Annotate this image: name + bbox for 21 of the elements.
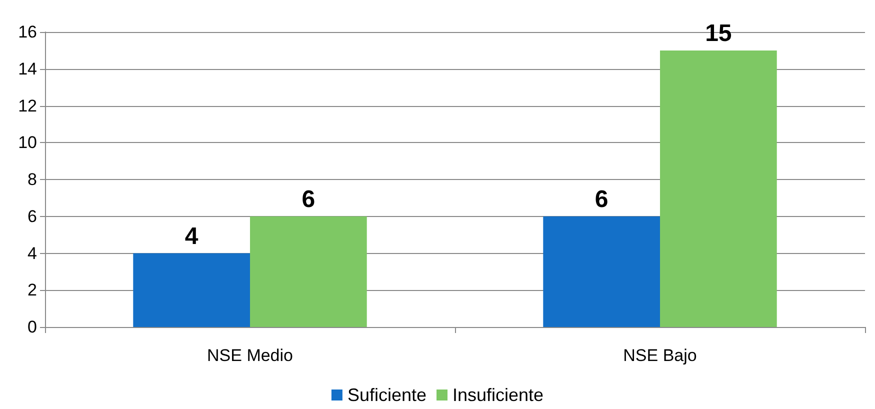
y-tick-label: 10 [18, 133, 37, 152]
data-label: 6 [302, 186, 316, 213]
legend-label: Suficiente [347, 385, 427, 405]
data-label: 4 [184, 222, 199, 250]
bar [543, 216, 660, 327]
y-tick-label: 2 [28, 280, 37, 300]
y-tick-label: 12 [18, 96, 37, 116]
bar [250, 216, 367, 327]
bar [133, 253, 250, 327]
y-tick-label: 4 [28, 244, 37, 263]
y-tick-label: 8 [28, 170, 37, 189]
y-tick-label: 0 [28, 318, 37, 336]
legend-label: Insuficiente [452, 385, 544, 405]
data-label: 15 [705, 20, 732, 47]
bar [660, 50, 777, 327]
y-tick-label: 16 [18, 22, 37, 42]
x-tick-label: NSE Bajo [623, 346, 697, 365]
y-tick-label: 6 [28, 206, 37, 226]
y-tick-label: 14 [18, 59, 37, 78]
x-tick-label: NSE Medio [207, 346, 293, 365]
data-label: 6 [594, 186, 608, 213]
